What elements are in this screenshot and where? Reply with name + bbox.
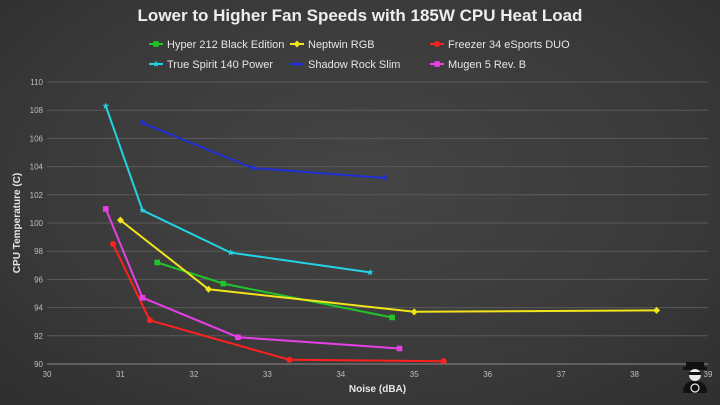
data-point (389, 314, 395, 321)
series-4 (139, 119, 389, 181)
y-tick-label: 106 (30, 134, 44, 143)
y-tick-label: 90 (34, 360, 43, 369)
axes: 90 92 94 96 98 100 102 104 106 108 110 30 31 32 33 34 35… (30, 78, 713, 379)
y-tick-label: 102 (30, 191, 44, 200)
legend-item: Hyper 212 Black Edition (149, 39, 284, 51)
data-point (220, 280, 227, 287)
legend: Hyper 212 Black Edition Neptwin RGB Freeze… (149, 39, 570, 71)
data-point (102, 102, 110, 109)
x-tick-label: 33 (263, 370, 272, 379)
legend-label: True Spirit 140 Power (167, 59, 273, 71)
data-point (396, 345, 403, 352)
legend-item: Mugen 5 Rev. B (430, 59, 526, 71)
data-point (154, 259, 160, 266)
legend-label: Neptwin RGB (308, 39, 375, 51)
series-1 (116, 216, 661, 316)
legend-item: Freezer 34 eSports DUO (430, 39, 570, 51)
x-tick-label: 30 (43, 370, 52, 379)
legend-label: Shadow Rock Slim (308, 59, 400, 71)
data-point (249, 164, 257, 171)
legend-item: True Spirit 140 Power (149, 59, 273, 71)
legend-item: Neptwin RGB (290, 39, 375, 51)
series-line (104, 105, 371, 274)
series-line (104, 208, 400, 350)
data-point (653, 306, 661, 314)
y-tick-label: 110 (30, 78, 43, 87)
data-point (139, 119, 146, 126)
x-tick-label: 39 (704, 370, 713, 379)
series-line (142, 121, 385, 179)
legend-marker (434, 61, 440, 67)
series-lines (102, 102, 661, 365)
data-point (410, 308, 418, 316)
x-axis-title: Noise (dBA) (349, 384, 406, 395)
x-tick-label: 32 (189, 370, 198, 379)
data-point (146, 317, 153, 324)
legend-item: Shadow Rock Slim (290, 59, 400, 71)
x-tick-label: 37 (557, 370, 566, 379)
legend-marker (153, 41, 159, 47)
data-point (381, 174, 389, 181)
y-axis-title: CPU Temperature (C) (12, 173, 23, 273)
x-tick-label: 38 (630, 370, 639, 379)
data-point (116, 216, 124, 224)
data-point (235, 334, 241, 341)
data-point (205, 285, 213, 293)
reviewer-logo-icon (683, 362, 707, 393)
y-tick-label: 98 (34, 247, 43, 256)
legend-marker (293, 40, 301, 48)
series-line (112, 243, 444, 363)
legend-label: Freezer 34 eSports DUO (448, 39, 570, 51)
legend-marker (434, 41, 440, 47)
legend-marker (152, 60, 160, 67)
data-point (110, 241, 117, 248)
legend-label: Hyper 212 Black Edition (167, 39, 284, 51)
y-tick-label: 96 (34, 275, 43, 284)
data-point (227, 249, 235, 256)
chart-title: Lower to Higher Fan Speeds with 185W CPU… (137, 6, 583, 25)
x-tick-label: 35 (410, 370, 419, 379)
data-point (440, 358, 447, 365)
series-2 (110, 241, 447, 365)
data-point (139, 294, 146, 301)
x-tick-label: 36 (483, 370, 492, 379)
y-tick-label: 108 (30, 106, 44, 115)
data-point (366, 268, 374, 276)
legend-marker (293, 60, 301, 67)
y-tick-label: 92 (34, 332, 43, 341)
x-tick-label: 34 (336, 370, 345, 379)
legend-label: Mugen 5 Rev. B (448, 59, 526, 71)
y-tick-label: 94 (34, 304, 43, 313)
y-tick-label: 100 (30, 219, 44, 228)
series-line (119, 219, 657, 313)
x-tick-label: 31 (116, 370, 125, 379)
series-5 (102, 206, 403, 352)
series-0 (154, 259, 395, 321)
data-point (139, 206, 146, 214)
data-point (102, 206, 109, 212)
series-3 (102, 102, 374, 276)
data-point (286, 356, 293, 363)
y-tick-label: 104 (30, 163, 44, 172)
